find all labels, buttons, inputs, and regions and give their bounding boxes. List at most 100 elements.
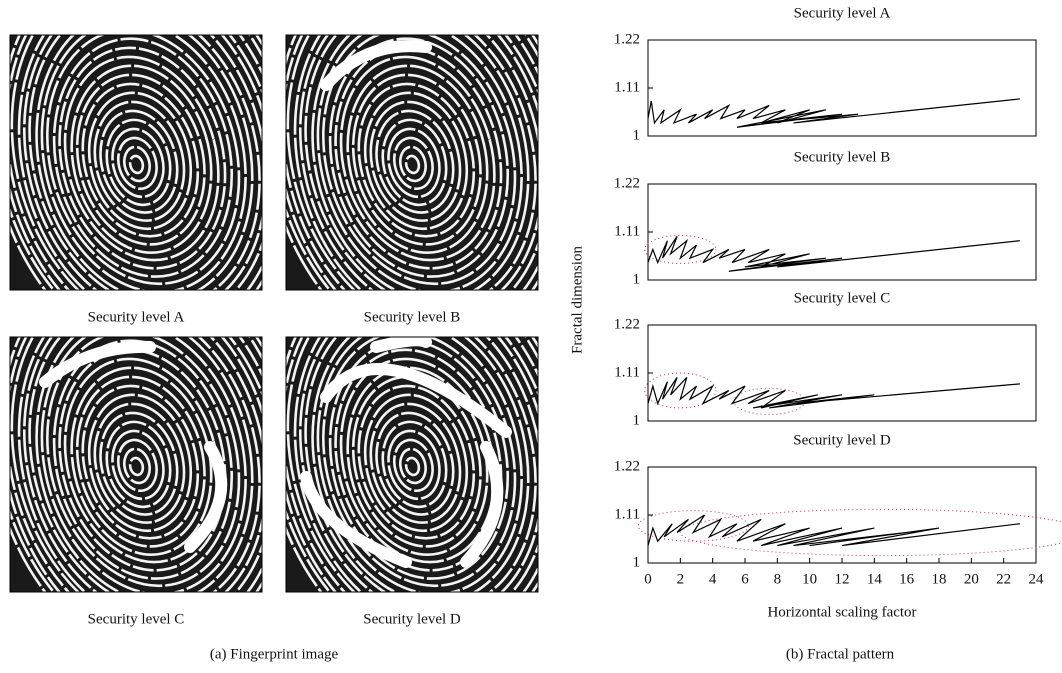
ridge <box>334 348 503 572</box>
damage-stroke <box>320 40 432 91</box>
ridge <box>286 337 538 592</box>
ridge <box>10 35 262 290</box>
y-tick-label: 1 <box>633 127 641 143</box>
ridge <box>328 37 510 278</box>
fingerprint-frame <box>285 34 539 291</box>
ridge <box>35 337 254 592</box>
y-tick-label: 1 <box>633 412 641 428</box>
x-tick-label: 18 <box>932 571 947 587</box>
ridge <box>10 35 262 290</box>
highlight-ellipse <box>637 510 749 542</box>
ridge <box>351 73 482 246</box>
ridge <box>52 339 234 580</box>
ridge <box>128 456 145 477</box>
fingerprint-ridges <box>286 35 538 290</box>
ridge <box>404 154 421 175</box>
ridge <box>381 118 448 207</box>
ridge <box>75 73 206 246</box>
ridge <box>351 375 482 548</box>
fingerprint-ridges <box>286 337 538 592</box>
plot-frame <box>647 183 1037 281</box>
chart-title: Security level A <box>794 5 891 21</box>
ridge <box>375 109 455 214</box>
y-tick-label: 1 <box>633 554 641 570</box>
fingerprint-caption: Security level C <box>88 611 185 627</box>
x-tick-label: 8 <box>774 571 782 587</box>
fingerprint: Security level B <box>285 34 539 325</box>
data-line <box>647 376 1020 409</box>
ridge <box>75 375 206 548</box>
ridge <box>105 118 172 207</box>
fingerprint: Security level D <box>285 336 539 627</box>
highlight-ellipse <box>644 234 717 264</box>
ridge <box>111 429 165 501</box>
chart-title: Security level B <box>794 149 891 165</box>
ridge <box>81 384 200 540</box>
plot-frame <box>647 466 1037 564</box>
damage-stroke <box>184 441 228 553</box>
fingerprint: Security level C <box>9 336 263 627</box>
ridge <box>17 337 262 592</box>
ridge <box>58 348 227 572</box>
ridge <box>105 420 172 509</box>
ridge <box>28 35 261 290</box>
ridge <box>387 429 441 501</box>
damage-stroke <box>370 337 432 353</box>
ridge <box>10 337 262 592</box>
ridge <box>375 411 455 516</box>
caption-a: (a) Fingerprint image <box>210 646 339 662</box>
fingerprint-ridges <box>10 337 262 592</box>
y-tick-label: 1.11 <box>614 506 640 522</box>
y-tick-label: 1.22 <box>614 316 640 332</box>
fingerprint-frame <box>9 336 263 593</box>
fingerprint-frame <box>9 34 263 291</box>
ridge <box>381 420 448 509</box>
fingerprint-panels: Security level A Security level B Security… <box>9 34 539 627</box>
ridge <box>128 154 145 175</box>
x-tick-label: 22 <box>996 571 1011 587</box>
ridge <box>363 393 469 533</box>
ridge <box>63 55 220 262</box>
ridge <box>123 447 151 485</box>
ridge <box>304 35 537 290</box>
ridge <box>10 337 262 592</box>
ridge <box>46 35 241 286</box>
ridge <box>22 35 262 290</box>
ridge <box>392 136 434 191</box>
data-line <box>647 98 1020 128</box>
damage-stroke <box>460 441 504 568</box>
x-tick-label: 12 <box>835 571 850 587</box>
ridge <box>357 82 476 238</box>
ridge <box>22 337 262 592</box>
ridge <box>93 402 186 524</box>
fingerprint-caption: Security level D <box>363 611 461 627</box>
ridge <box>63 357 220 564</box>
fingerprint: Security level A <box>9 34 263 325</box>
chart-title: Security level C <box>794 290 891 306</box>
x-tick-label: 14 <box>867 571 883 587</box>
ridge <box>87 91 193 231</box>
ridge <box>369 402 462 524</box>
ridge <box>93 100 186 222</box>
data-line <box>647 236 1020 272</box>
ridge <box>387 127 441 199</box>
x-tick-label: 4 <box>709 571 717 587</box>
ridge <box>392 438 434 493</box>
ridge <box>298 35 538 290</box>
ridge <box>346 64 489 254</box>
data-line <box>647 514 1020 547</box>
ridge <box>58 46 227 270</box>
ridge <box>99 109 179 214</box>
ridge <box>399 145 427 183</box>
ridge <box>311 337 530 592</box>
x-tick-label: 0 <box>644 571 652 587</box>
ridge <box>339 357 496 564</box>
ridge <box>293 337 538 592</box>
x-tick-label: 10 <box>802 571 817 587</box>
caption-b: (b) Fractal pattern <box>786 646 895 662</box>
ridge <box>123 145 151 183</box>
y-tick-label: 1.11 <box>614 79 640 95</box>
ridge <box>286 35 538 290</box>
ridge <box>322 35 517 286</box>
